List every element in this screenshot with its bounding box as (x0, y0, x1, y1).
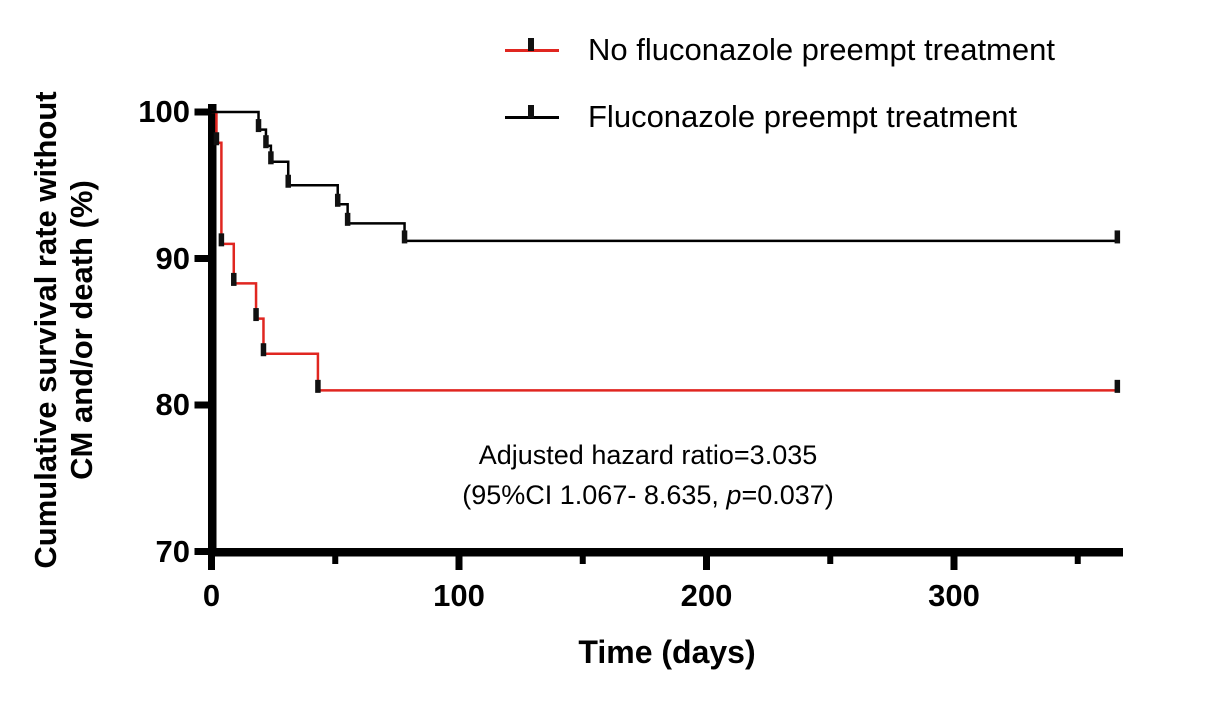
annotation-line2-pre: (95%CI 1.067- 8.635, (462, 480, 727, 510)
y-axis-tick-mark (194, 255, 209, 262)
censor-tick-mark (213, 132, 220, 146)
censor-line-icon (505, 104, 559, 119)
annotation-line2-post: =0.037) (741, 480, 834, 510)
censor-tick-mark (255, 119, 262, 133)
censor-tick-mark (268, 151, 274, 165)
y-axis-tick-mark (194, 401, 209, 409)
x-axis-tick-mark-minor (332, 556, 339, 564)
censor-tick-mark (253, 308, 259, 322)
censor-tick-mark (401, 230, 408, 244)
km-curve-fluconazole (211, 110, 1118, 243)
censor-tick-mark (1114, 379, 1121, 393)
x-axis-line (208, 548, 1123, 557)
censor-tick-mark (260, 343, 267, 357)
annotation-line2: (95%CI 1.067- 8.635, p=0.037) (348, 475, 948, 515)
annotation-p-symbol: p (726, 480, 742, 510)
y-tick-label: 90 (155, 240, 190, 276)
legend-label: Fluconazole preempt treatment (588, 99, 1018, 134)
legend-item-fluconazole: Fluconazole preempt treatment (505, 89, 1055, 145)
censor-tick-icon (528, 104, 534, 118)
censor-tick-mark (218, 233, 225, 247)
x-axis-tick-mark-major (208, 556, 215, 570)
x-tick-label: 300 (928, 578, 980, 613)
legend: No fluconazole preempt treatment Flucona… (505, 22, 1055, 156)
censor-tick-mark (344, 212, 351, 226)
x-axis-tick-mark-minor (827, 556, 834, 564)
y-axis-title-line2: CM and/or death (%) (64, 180, 99, 480)
y-axis-tick-mark (194, 108, 209, 116)
censor-tick-icon (528, 37, 534, 51)
censor-tick-mark (285, 174, 291, 188)
censor-line-icon (505, 37, 559, 52)
legend-label: No fluconazole preempt treatment (588, 32, 1055, 67)
x-axis-tick-mark-major (455, 556, 463, 570)
y-tick-label: 70 (155, 533, 190, 569)
x-axis-tick-mark-major (950, 556, 958, 570)
y-tick-label: 100 (138, 94, 190, 129)
y-axis-title: Cumulative survival rate without CM and/… (28, 13, 100, 647)
x-axis-tick-mark-minor (1074, 556, 1081, 564)
y-tick-label: 80 (155, 387, 190, 422)
hazard-ratio-annotation: Adjusted hazard ratio=3.035 (95%CI 1.067… (348, 435, 948, 515)
x-axis-tick-mark-major (703, 556, 710, 570)
x-tick-label: 100 (433, 578, 485, 613)
legend-item-no-fluconazole: No fluconazole preempt treatment (505, 22, 1055, 78)
x-axis-tick-mark-minor (579, 556, 586, 564)
censor-tick-mark (334, 193, 341, 207)
annotation-line1: Adjusted hazard ratio=3.035 (478, 440, 818, 470)
y-axis-line (208, 104, 217, 557)
censor-tick-mark (263, 135, 269, 149)
censor-tick-mark (1114, 230, 1121, 244)
y-axis-title-line1: Cumulative survival rate without (28, 91, 63, 569)
x-axis-title: Time (days) (578, 634, 756, 670)
censor-tick-mark (231, 272, 237, 286)
y-axis-tick-mark (194, 548, 209, 555)
x-tick-label: 0 (202, 578, 221, 613)
censor-tick-mark (315, 379, 321, 393)
x-tick-label: 200 (680, 578, 733, 613)
